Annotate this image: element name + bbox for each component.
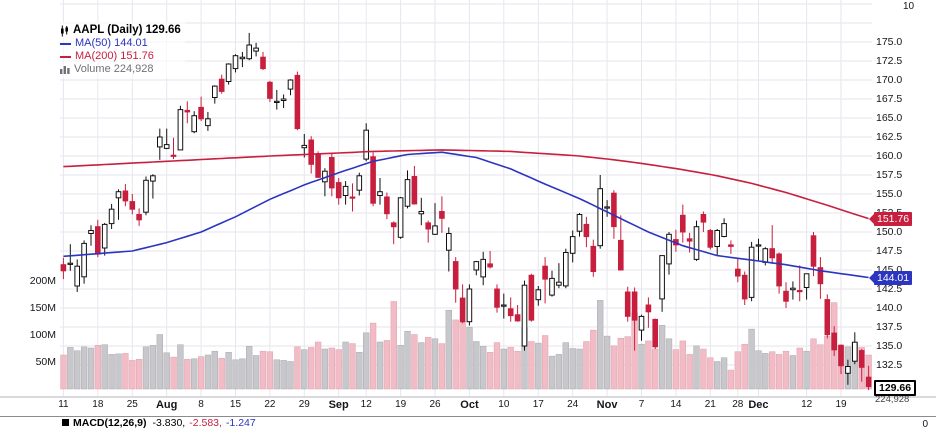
- macd-title: MACD(12,26,9): [73, 417, 147, 429]
- macd-panel: MACD(12,26,9) -3.830, -2.583, -1.247 0: [0, 416, 936, 430]
- price-axis-label: 165.0: [876, 112, 903, 124]
- macd-value-1: -3.830,: [152, 417, 186, 429]
- macd-square-icon: [62, 419, 69, 426]
- ma200-line-swatch: [60, 55, 71, 58]
- x-axis-label: 15: [229, 399, 242, 410]
- ma200-label: MA(200) 151.76: [75, 50, 154, 62]
- volume-axis-label: 200M: [29, 275, 56, 287]
- price-axis-label: 137.5: [876, 321, 903, 333]
- price-axis-label: 147.5: [876, 245, 903, 257]
- volume-axis-label: 100M: [29, 329, 56, 341]
- x-axis-label: 10: [498, 399, 510, 410]
- x-axis-label: 28: [732, 399, 744, 410]
- x-axis-label: 11: [58, 399, 69, 410]
- x-axis-label: 18: [92, 399, 104, 410]
- x-axis-label: 26: [429, 399, 441, 410]
- price-axis-label: 155.0: [876, 188, 903, 200]
- x-axis-label: 21: [704, 399, 716, 410]
- legend-ma50-row: MA(50) 144.01: [60, 37, 181, 50]
- volume-label: Volume 224,928: [74, 63, 154, 75]
- moving-averages: [63, 149, 869, 279]
- x-axis-label: 12: [801, 399, 813, 410]
- macd-axis-zero-label: 0: [922, 419, 928, 430]
- volume-bars: [60, 300, 872, 390]
- candlesticks: [60, 32, 872, 391]
- symbol-title: AAPL (Daily) 129.66: [73, 24, 181, 36]
- price-axis-label: 142.5: [876, 283, 903, 295]
- price-axis-label: 170.0: [876, 74, 903, 86]
- volume-axis-label: 50M: [35, 356, 56, 368]
- x-axis-label: Dec: [748, 399, 769, 411]
- volume-bars-icon: [60, 66, 70, 74]
- chart-legend: AAPL (Daily) 129.66 MA(50) 144.01 MA(200…: [58, 22, 185, 78]
- macd-value-2: -2.583,: [189, 417, 222, 429]
- volume-value-tag: 224,928: [875, 394, 910, 405]
- volume-axis-label: 150M: [29, 302, 56, 314]
- x-axis-label: Aug: [155, 399, 178, 411]
- price-tag-ma50: 144.01: [874, 270, 913, 285]
- x-axis-label: 8: [198, 399, 204, 410]
- legend-ma200-row: MA(200) 151.76: [60, 50, 181, 63]
- x-axis-label: 24: [567, 399, 579, 410]
- price-axis-label: 172.5: [876, 55, 903, 67]
- price-axis-label: 167.5: [876, 93, 903, 105]
- x-axis-label: 29: [298, 399, 310, 410]
- x-axis-label: 12: [360, 399, 372, 410]
- legend-volume-row: Volume 224,928: [60, 63, 181, 76]
- price-axis-label: 157.5: [876, 169, 903, 181]
- price-axis-label: 162.5: [876, 131, 903, 143]
- x-axis-label: 22: [264, 399, 276, 410]
- price-axis-label: 135.0: [876, 340, 903, 352]
- price-tag-ma200: 151.76: [874, 211, 913, 226]
- price-axis-label: 140.0: [876, 302, 903, 314]
- x-axis-label: 14: [670, 399, 682, 410]
- ma50-label: MA(50) 144.01: [75, 37, 148, 49]
- ma50-line-swatch: [60, 42, 71, 45]
- legend-symbol-row: AAPL (Daily) 129.66: [60, 24, 181, 37]
- x-axis-label: Oct: [460, 399, 479, 411]
- macd-value-3: -1.247: [225, 417, 256, 429]
- price-axis-label: 132.5: [876, 359, 903, 371]
- x-axis-label: 7: [638, 399, 645, 410]
- price-axis-label: 160.0: [876, 150, 903, 162]
- x-axis-label: Sep: [328, 399, 349, 411]
- x-axis-label: Nov: [596, 399, 618, 411]
- x-axis-label: 17: [532, 399, 544, 410]
- right-axis-top-label: 10: [903, 1, 915, 12]
- price-axis-label: 150.0: [876, 226, 903, 238]
- x-axis-label: 19: [835, 399, 847, 410]
- price-tag-last: 129.66: [874, 379, 917, 396]
- price-axis-label: 175.0: [876, 36, 903, 48]
- candlestick-icon: [61, 25, 68, 36]
- x-axis-label: 19: [395, 399, 407, 410]
- x-axis-label: 25: [126, 399, 138, 410]
